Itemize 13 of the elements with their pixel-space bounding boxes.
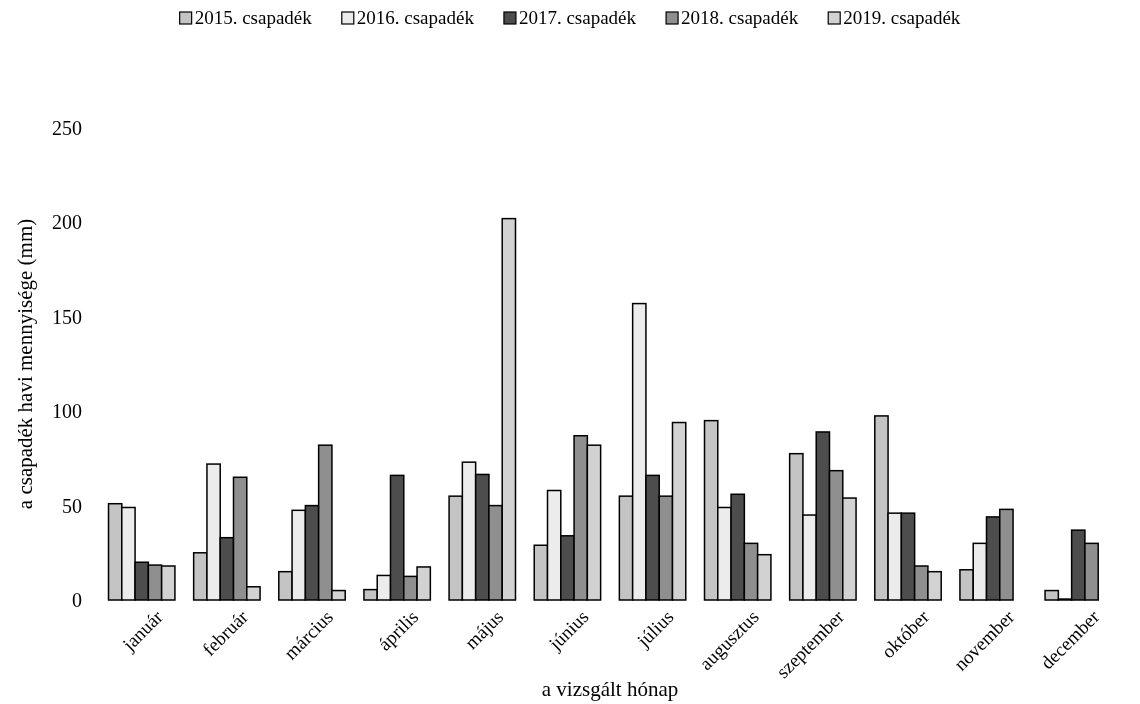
y-axis-title: a csapadék havi mennyisége (mm) bbox=[13, 218, 37, 510]
legend-label: 2019. csapadék bbox=[843, 7, 961, 28]
y-tick-label: 200 bbox=[52, 211, 82, 234]
legend-label: 2016. csapadék bbox=[356, 7, 475, 28]
legend-label: 2018. csapadék bbox=[681, 7, 799, 28]
y-tick-label: 0 bbox=[72, 588, 82, 611]
y-tick-label: 250 bbox=[52, 116, 82, 139]
y-tick-label: 50 bbox=[62, 494, 82, 517]
x-axis-title: a vizsgált hónap bbox=[541, 677, 679, 701]
y-tick-label: 150 bbox=[52, 305, 82, 328]
y-tick-label: 100 bbox=[52, 400, 82, 423]
legend-label: 2015. csapadék bbox=[194, 7, 313, 28]
legend-label: 2017. csapadék bbox=[518, 7, 637, 28]
